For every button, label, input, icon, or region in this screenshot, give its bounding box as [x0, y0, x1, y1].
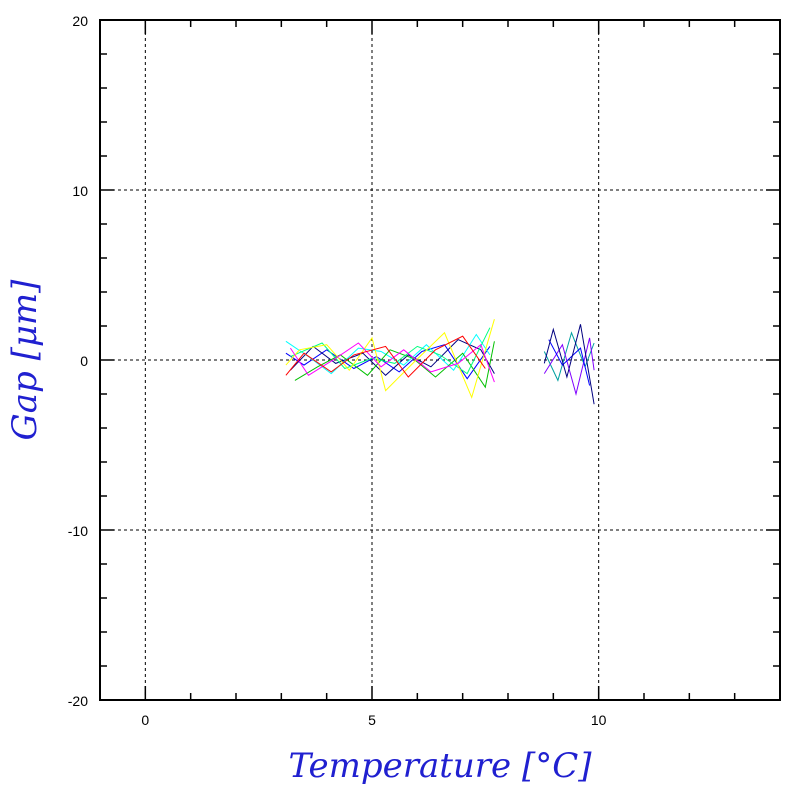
x-tick-label: 10 — [591, 712, 607, 728]
x-tick-label: 0 — [141, 712, 149, 728]
y-tick-label: -10 — [68, 523, 88, 539]
series-line — [285, 319, 495, 399]
tick-labels: 0 5 10 -20 -10 0 10 20 — [68, 13, 607, 728]
series-line — [290, 327, 491, 375]
series-line — [543, 324, 595, 405]
series-line — [285, 335, 486, 378]
series-line — [548, 339, 591, 386]
y-axis-title: Gap [μm] — [5, 279, 45, 441]
series-line — [289, 342, 495, 383]
series-line — [543, 337, 595, 396]
axis-ticks — [99, 19, 781, 701]
series-line — [290, 339, 495, 376]
series-line — [294, 341, 495, 389]
x-axis-title: Temperature [°C] — [288, 746, 592, 786]
y-tick-label: 20 — [72, 13, 88, 29]
plot-frame — [99, 19, 781, 701]
series-line — [543, 331, 595, 382]
y-tick-label: 10 — [72, 183, 88, 199]
plot-series — [285, 319, 595, 405]
x-tick-label: 5 — [368, 712, 376, 728]
series-line — [285, 344, 491, 380]
y-tick-label: 0 — [80, 353, 88, 369]
grid — [100, 20, 780, 700]
y-tick-label: -20 — [68, 693, 88, 709]
